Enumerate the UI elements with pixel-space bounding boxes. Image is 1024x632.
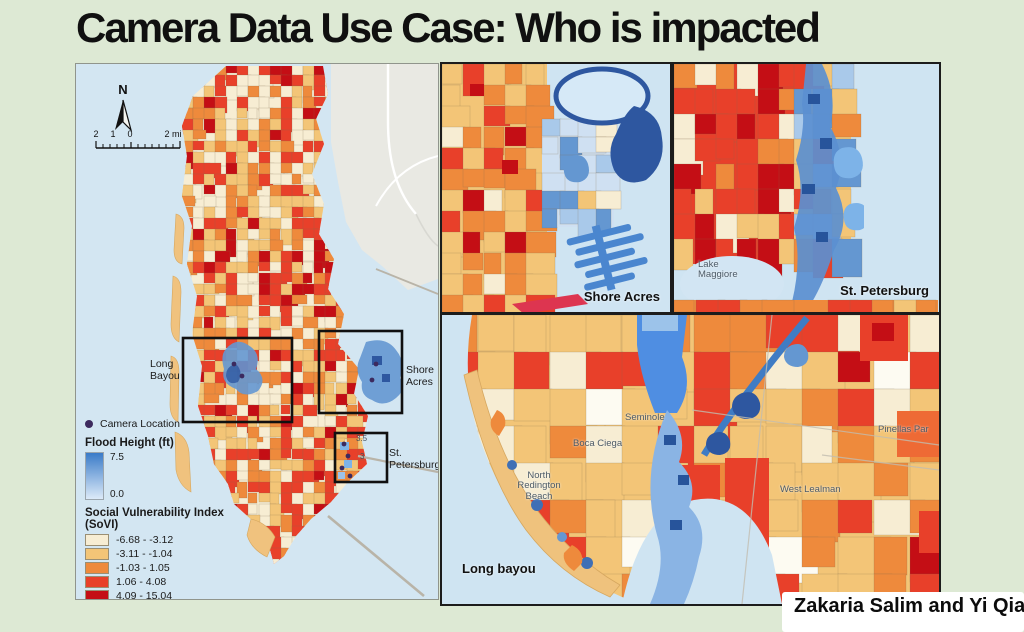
camera-location-dots [231, 361, 379, 479]
svg-text:0: 0 [127, 129, 132, 139]
inset-title-long-bayou: Long bayou [462, 561, 536, 576]
inset-shore-acres: Shore Acres [440, 62, 672, 314]
sovi-swatch [85, 590, 109, 599]
legend-sovi-class: 4.09 - 15.04 [85, 590, 255, 600]
legend-camera-label: Camera Location [100, 418, 180, 430]
flood-min-label: 0.0 [110, 489, 124, 500]
sovi-swatch [85, 562, 109, 574]
sovi-swatch [85, 548, 109, 560]
map-legend: Camera Location Flood Height (ft) 7.5 0.… [85, 416, 255, 600]
mainland-area [331, 64, 438, 290]
sovi-range: 4.09 - 15.04 [116, 590, 173, 600]
svg-text:1: 1 [110, 129, 115, 139]
inset-title-shore-acres: Shore Acres [583, 289, 660, 304]
sovi-range: 1.06 - 4.08 [116, 576, 167, 588]
flood-overlay [222, 340, 404, 479]
bridges [327, 268, 438, 597]
barrier-islands [169, 213, 276, 558]
main-map-panel: N 2 1 0 2 mi [75, 63, 439, 600]
flood-overlay [470, 66, 663, 312]
sovi-range: -6.68 - -3.12 [116, 534, 174, 546]
sovi-swatch [85, 534, 109, 546]
place-label-north-redington-beach: North Redington Beach [517, 470, 561, 502]
region-label-shore-acres: Shore Acres [406, 364, 435, 389]
region-label-long-bayou: Long Bayou [150, 358, 180, 383]
st-pete-tracts [674, 64, 814, 278]
sovi-range: -3.11 - -1.04 [116, 548, 173, 560]
flood-max-label: 7.5 [110, 452, 124, 463]
legend-flood-gradient: 7.5 0.0 [85, 452, 255, 500]
region-label-st-petersburg: St. Petersburg [389, 447, 439, 472]
flood-gradient-swatch [85, 452, 104, 500]
flood-annotation: 3.5 [356, 434, 368, 443]
shore-acres-flood-tracts [541, 118, 622, 238]
main-map-canvas: N 2 1 0 2 mi [93, 64, 438, 597]
study-area-rectangles [181, 329, 404, 484]
place-label-west-lealman: West Lealman [780, 484, 841, 495]
sovi-range: -1.03 - 1.05 [116, 562, 170, 574]
st-petersburg-map [674, 64, 939, 312]
place-label-pinellas-park: Pinellas Par [878, 424, 929, 435]
attribution-box: Zakaria Salim and Yi Qiang [782, 592, 1024, 632]
slide-title: Camera Data Use Case: Who is impacted [76, 4, 821, 51]
legend-sovi-title: Social Vulnerability Index (SoVI) [85, 507, 224, 531]
inset-long-bayou: Seminole Boca Ciega North Redington Beac… [440, 313, 941, 606]
legend-sovi-class: 1.06 - 4.08 [85, 576, 255, 588]
shore-acres-tracts [442, 64, 558, 312]
roads [691, 315, 939, 604]
camera-location-icon [85, 420, 93, 428]
place-label-lake-maggiore: Lake Maggiore [698, 259, 738, 281]
attribution-text: Zakaria Salim and Yi Qiang [794, 595, 1024, 617]
scale-bar-labels: 2 1 0 2 mi [93, 129, 181, 139]
flood-overlay [680, 64, 939, 312]
place-label-boca-ciega: Boca Ciega [573, 438, 623, 449]
flood-overlay [637, 315, 810, 604]
slide: Camera Data Use Case: Who is impacted [75, 4, 1024, 632]
svg-text:2: 2 [93, 129, 98, 139]
sovi-swatch [85, 576, 109, 588]
barrier-island [463, 369, 621, 598]
flood-annotation: 3 [360, 452, 365, 461]
st-pete-bottom-tracts [674, 299, 938, 312]
scale-bar [95, 141, 181, 149]
legend-sovi-class: -6.68 - -3.12 [85, 534, 255, 546]
legend-sovi-class: -1.03 - 1.05 [85, 562, 255, 574]
legend-flood-title: Flood Height (ft) [85, 437, 174, 449]
north-label: N [118, 82, 127, 97]
place-label-seminole: Seminole [625, 412, 665, 423]
inset-st-petersburg: Lake Maggiore St. Petersburg [672, 62, 941, 314]
legend-sovi-class: -3.11 - -1.04 [85, 548, 255, 560]
shore-acres-map [442, 64, 663, 312]
north-arrow-icon: N [115, 82, 133, 133]
long-bayou-map [442, 315, 939, 604]
legend-camera-row: Camera Location [85, 418, 255, 430]
svg-text:2 mi: 2 mi [164, 129, 181, 139]
inset-title-st-petersburg: St. Petersburg [840, 283, 929, 298]
